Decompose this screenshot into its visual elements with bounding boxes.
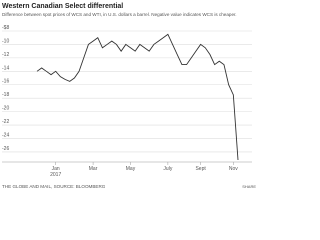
x-sublabel: 2017 — [50, 172, 61, 178]
y-tick-label: -12 — [2, 52, 9, 58]
source: THE GLOBE AND MAIL, SOURCE: BLOOMBERG — [2, 184, 106, 189]
x-tick-label: Sept — [195, 166, 206, 172]
y-tick-label: -26 — [2, 146, 9, 152]
chart: -$8 -10 -12 -14 -16 -18 -20 -22 -24 -26 Jan 2017 Mar… — [2, 3, 256, 189]
y-tick-label: -16 — [2, 79, 9, 85]
y-tick-label: -22 — [2, 119, 9, 125]
line — [36, 33, 239, 161]
y-tick-label: -18 — [2, 92, 9, 98]
x-tick-label: May — [126, 166, 136, 172]
x-tick-label: Jan — [52, 166, 60, 172]
share: SHARE — [242, 184, 256, 189]
y-tick-label: -14 — [2, 65, 9, 71]
y-tick-label: -10 — [2, 38, 9, 44]
x-tick-label: Nov — [229, 166, 238, 172]
chart-subtitle: Difference between spot prices of WCS an… — [2, 12, 237, 17]
chart-title: Western Canadian Select differential — [2, 3, 124, 10]
y-tick-label: -24 — [2, 132, 9, 138]
y-tick-label: -$8 — [2, 25, 9, 31]
y-tick-label: -20 — [2, 106, 9, 112]
x-tick-label: Mar — [89, 166, 98, 172]
x-tick-label: July — [163, 166, 172, 172]
